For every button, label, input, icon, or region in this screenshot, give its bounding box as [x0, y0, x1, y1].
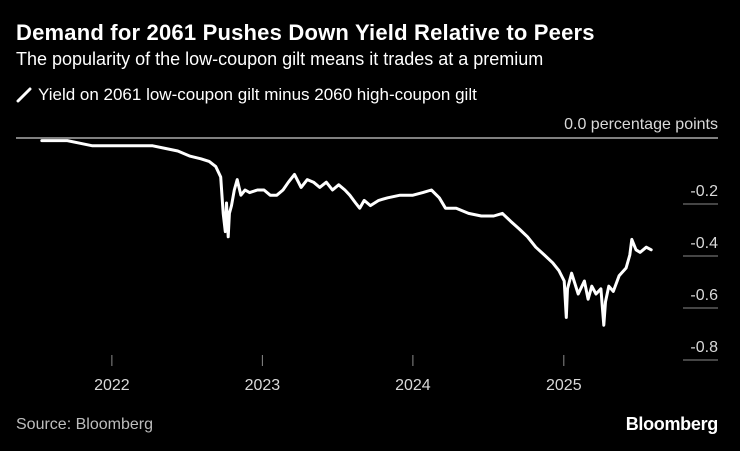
y-tick-label: 0.0 percentage points — [564, 116, 718, 133]
series-line — [40, 139, 653, 327]
x-tick-label: 2025 — [546, 377, 582, 394]
legend-line-swatch — [16, 87, 32, 103]
x-tick-label: 2022 — [94, 377, 130, 394]
series-layer — [40, 139, 653, 327]
chart-title: Demand for 2061 Pushes Down Yield Relati… — [16, 20, 595, 45]
bloomberg-logo: Bloomberg — [625, 414, 719, 434]
axes-layer: 0.0 percentage points -0.2 -0.4 -0.6 -0.8 202… — [16, 116, 718, 394]
source-note: Source: Bloomberg — [16, 416, 153, 433]
chart-subtitle: The popularity of the low-coupon gilt me… — [16, 49, 544, 69]
y-tick-label: -0.6 — [690, 287, 718, 304]
legend: Yield on 2061 low-coupon gilt minus 2060… — [16, 85, 477, 105]
x-tick-label: 2023 — [245, 377, 281, 394]
y-tick-label: -0.4 — [690, 235, 718, 252]
x-tick-label: 2024 — [395, 377, 431, 394]
legend-label: Yield on 2061 low-coupon gilt minus 2060… — [38, 85, 477, 104]
y-tick-label: -0.2 — [690, 183, 718, 200]
y-tick-label: -0.8 — [690, 339, 718, 356]
